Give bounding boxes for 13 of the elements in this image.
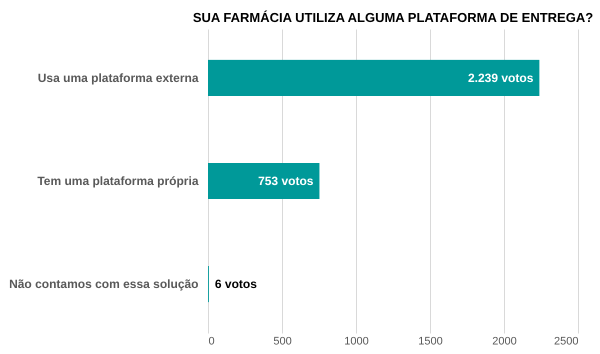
- x-tick-label: 2500: [554, 336, 578, 348]
- chart-title: SUA FARMÁCIA UTILIZA ALGUMA PLATAFORMA DE ENTREGA?: [192, 10, 594, 25]
- y-tick-label: Tem uma plataforma própria: [37, 174, 199, 188]
- data-label: 2.239 votos: [468, 70, 534, 85]
- data-label: 753 votos: [258, 174, 314, 188]
- x-tick-label: 500: [273, 336, 292, 348]
- y-tick-label: Usa uma plataforma externa: [38, 70, 199, 85]
- y-tick-label: Não contamos com essa solução: [9, 277, 198, 292]
- x-tick-label: 0: [208, 336, 215, 348]
- x-tick-label: 1500: [418, 336, 443, 348]
- x-tick-label: 1000: [344, 336, 369, 348]
- data-label: 6 votos: [214, 277, 258, 292]
- x-tick-label: 2000: [492, 336, 517, 348]
